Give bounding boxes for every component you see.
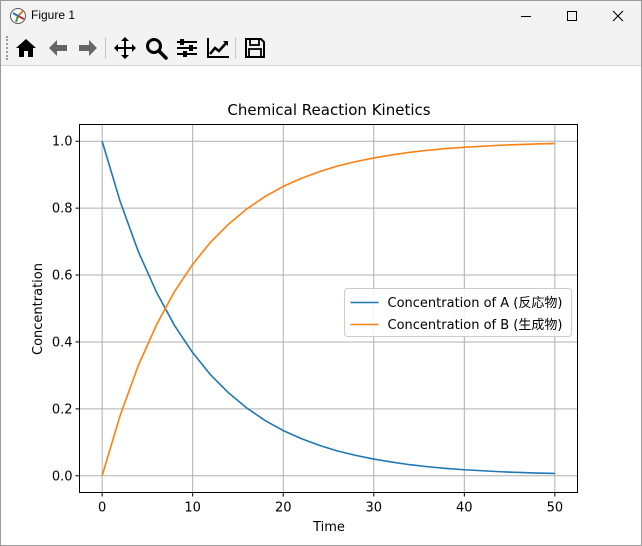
arrow-right-icon — [79, 40, 97, 56]
x-tick-label: 40 — [456, 501, 473, 516]
x-tick-label: 10 — [184, 501, 201, 516]
maximize-button[interactable] — [549, 1, 595, 31]
legend-label: Concentration of A (反応物) — [388, 296, 563, 311]
zoom-button[interactable] — [143, 35, 169, 61]
minimize-icon — [521, 16, 531, 17]
y-tick-label: 0.2 — [52, 402, 73, 417]
y-tick-label: 0.6 — [52, 269, 73, 284]
series-line-a — [101, 141, 555, 475]
magnifier-icon — [146, 38, 168, 60]
save-button[interactable] — [242, 35, 268, 61]
chart-svg: Chemical Reaction Kinetics 0 10 20 30 40 50 0.… — [31, 101, 578, 535]
y-tick-label: 0.0 — [52, 469, 73, 484]
window-title: Figure 1 — [31, 8, 76, 22]
figure-canvas[interactable]: Chemical Reaction Kinetics 0 10 20 30 40 50 0.… — [1, 66, 641, 545]
x-tick-label: 20 — [275, 501, 292, 516]
legend-label: Concentration of B (生成物) — [388, 318, 563, 333]
home-button[interactable] — [13, 35, 39, 61]
toolbar-separator — [105, 37, 106, 59]
edit-axis-button[interactable] — [205, 35, 231, 61]
plot-area-frame — [79, 124, 578, 493]
y-tick-label: 1.0 — [52, 135, 73, 150]
close-button[interactable] — [595, 1, 641, 31]
x-tick-label: 30 — [365, 501, 382, 516]
y-tick-label: 0.4 — [52, 335, 73, 350]
title-bar[interactable]: Figure 1 — [1, 1, 641, 31]
floppy-disk-icon — [245, 38, 265, 58]
x-tick-label: 50 — [547, 501, 564, 516]
x-tick-label: 0 — [98, 501, 106, 516]
maximize-icon — [567, 11, 577, 21]
pan-button[interactable] — [112, 35, 138, 61]
y-tick-label: 0.8 — [52, 202, 73, 217]
chart-title: Chemical Reaction Kinetics — [227, 101, 430, 119]
navigation-toolbar — [1, 31, 641, 66]
x-axis-label: Time — [312, 520, 345, 535]
legend-box — [344, 288, 572, 337]
y-axis-label: Concentration — [31, 263, 46, 355]
sliders-icon — [177, 39, 197, 57]
arrow-left-icon — [49, 40, 67, 56]
home-icon — [16, 39, 36, 57]
close-icon — [612, 10, 624, 22]
toolbar-separator — [235, 37, 236, 59]
back-button[interactable] — [45, 35, 71, 61]
minimize-button[interactable] — [503, 1, 549, 31]
line-chart-icon — [207, 38, 229, 58]
series-line-b — [101, 142, 555, 476]
matplotlib-logo-icon — [9, 7, 27, 25]
toolbar-grip — [6, 36, 10, 60]
move-icon — [114, 37, 136, 59]
configure-subplots-button[interactable] — [174, 35, 200, 61]
forward-button[interactable] — [75, 35, 101, 61]
